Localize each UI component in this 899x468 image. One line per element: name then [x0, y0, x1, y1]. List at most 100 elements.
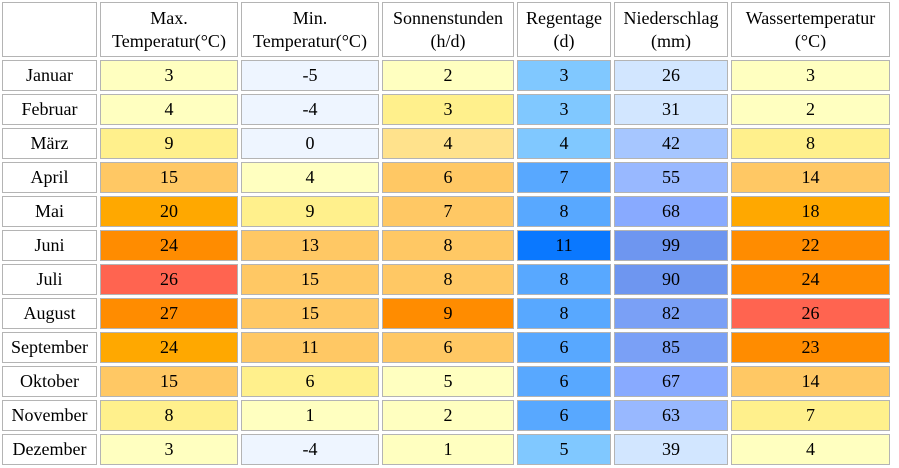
- sunshine-cell: 4: [382, 128, 514, 159]
- sunshine-cell: 6: [382, 332, 514, 363]
- month-label: Mai: [2, 196, 97, 227]
- month-label: Januar: [2, 60, 97, 91]
- min-temp-cell: 1: [241, 400, 379, 431]
- precipitation-cell: 82: [614, 298, 728, 329]
- month-label: August: [2, 298, 97, 329]
- min-temp-cell: 11: [241, 332, 379, 363]
- header-line-1: Wassertemperatur: [745, 7, 876, 28]
- precipitation-cell: 85: [614, 332, 728, 363]
- max-temp-cell: 20: [100, 196, 238, 227]
- sunshine-cell: 8: [382, 264, 514, 295]
- header-line-2: (h/d): [430, 30, 466, 51]
- rain-days-cell: 11: [517, 230, 611, 261]
- header-line-2: (d): [553, 30, 575, 51]
- water-temp-cell: 14: [731, 366, 890, 397]
- sunshine-cell: 7: [382, 196, 514, 227]
- sunshine-cell: 2: [382, 400, 514, 431]
- rain-days-cell: 3: [517, 60, 611, 91]
- rain-days-cell: 6: [517, 366, 611, 397]
- water-temp-cell: 3: [731, 60, 890, 91]
- water-temp-cell: 4: [731, 434, 890, 465]
- max-temp-cell: 8: [100, 400, 238, 431]
- month-label: April: [2, 162, 97, 193]
- rain-days-cell: 3: [517, 94, 611, 125]
- sunshine-cell: 8: [382, 230, 514, 261]
- max-temp-cell: 27: [100, 298, 238, 329]
- precipitation-cell: 68: [614, 196, 728, 227]
- max-temp-cell: 24: [100, 230, 238, 261]
- min-temp-cell: 6: [241, 366, 379, 397]
- precipitation-cell: 67: [614, 366, 728, 397]
- precipitation-cell: 42: [614, 128, 728, 159]
- sunshine-header: Sonnenstunden (h/d): [382, 2, 514, 57]
- precipitation-cell: 63: [614, 400, 728, 431]
- precipitation-header: Niederschlag (mm): [614, 2, 728, 57]
- water-temp-cell: 23: [731, 332, 890, 363]
- max-temp-cell: 9: [100, 128, 238, 159]
- month-label: Juni: [2, 230, 97, 261]
- table-row: März 9 0 4 4 42 8: [2, 128, 890, 159]
- sunshine-cell: 6: [382, 162, 514, 193]
- sunshine-cell: 1: [382, 434, 514, 465]
- header-line-2: (mm): [651, 30, 691, 51]
- sunshine-cell: 2: [382, 60, 514, 91]
- water-temp-cell: 14: [731, 162, 890, 193]
- sunshine-cell: 3: [382, 94, 514, 125]
- water-temp-cell: 8: [731, 128, 890, 159]
- month-label: Dezember: [2, 434, 97, 465]
- table-row: Oktober 15 6 5 6 67 14: [2, 366, 890, 397]
- water-temp-cell: 22: [731, 230, 890, 261]
- sunshine-cell: 9: [382, 298, 514, 329]
- table-row: Mai 20 9 7 8 68 18: [2, 196, 890, 227]
- precipitation-cell: 31: [614, 94, 728, 125]
- min-temp-header: Min. Temperatur(°C): [241, 2, 379, 57]
- rain-days-cell: 4: [517, 128, 611, 159]
- month-label: Februar: [2, 94, 97, 125]
- max-temp-cell: 24: [100, 332, 238, 363]
- precipitation-cell: 90: [614, 264, 728, 295]
- min-temp-cell: 15: [241, 264, 379, 295]
- rain-days-cell: 8: [517, 196, 611, 227]
- table-row: November 8 1 2 6 63 7: [2, 400, 890, 431]
- min-temp-cell: 0: [241, 128, 379, 159]
- rain-days-header: Regentage (d): [517, 2, 611, 57]
- table-row: April 15 4 6 7 55 14: [2, 162, 890, 193]
- header-line-1: Regentage: [526, 7, 602, 28]
- precipitation-cell: 26: [614, 60, 728, 91]
- max-temp-cell: 26: [100, 264, 238, 295]
- precipitation-cell: 39: [614, 434, 728, 465]
- precipitation-cell: 55: [614, 162, 728, 193]
- month-label: November: [2, 400, 97, 431]
- water-temp-cell: 26: [731, 298, 890, 329]
- water-temp-cell: 7: [731, 400, 890, 431]
- header-line-1: Max.: [150, 7, 188, 28]
- table-row: Juli 26 15 8 8 90 24: [2, 264, 890, 295]
- month-label: September: [2, 332, 97, 363]
- header-line-2: Temperatur(°C): [253, 30, 367, 51]
- header-line-2: (°C): [794, 30, 827, 51]
- max-temp-cell: 4: [100, 94, 238, 125]
- max-temp-cell: 3: [100, 434, 238, 465]
- header-line-1: Niederschlag: [623, 7, 719, 28]
- table-row: September 24 11 6 6 85 23: [2, 332, 890, 363]
- table-body: Januar 3 -5 2 3 26 3 Februar 4 -4 3 3 31 2 März 9 0 4 4 42 8…: [2, 60, 890, 465]
- table-row: August 27 15 9 8 82 26: [2, 298, 890, 329]
- rain-days-cell: 8: [517, 298, 611, 329]
- min-temp-cell: 9: [241, 196, 379, 227]
- water-temp-cell: 2: [731, 94, 890, 125]
- table-row: Dezember 3 -4 1 5 39 4: [2, 434, 890, 465]
- header-line-1: Sonnenstunden: [393, 7, 503, 28]
- max-temp-cell: 15: [100, 162, 238, 193]
- min-temp-cell: -4: [241, 94, 379, 125]
- rain-days-cell: 6: [517, 332, 611, 363]
- min-temp-cell: 15: [241, 298, 379, 329]
- header-row: Max. Temperatur(°C) Min. Temperatur(°C) Sonn…: [2, 2, 890, 57]
- min-temp-cell: 4: [241, 162, 379, 193]
- table-row: Juni 24 13 8 11 99 22: [2, 230, 890, 261]
- month-label: Juli: [2, 264, 97, 295]
- min-temp-cell: 13: [241, 230, 379, 261]
- sunshine-cell: 5: [382, 366, 514, 397]
- min-temp-cell: -4: [241, 434, 379, 465]
- table-row: Februar 4 -4 3 3 31 2: [2, 94, 890, 125]
